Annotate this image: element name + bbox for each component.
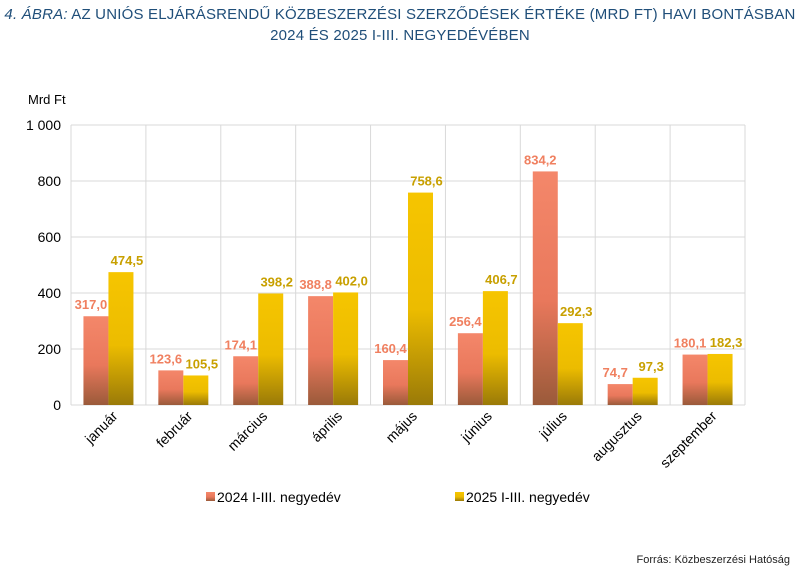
chart-subtitle: 2024 ÉS 2025 I-III. NEGYEDÉVÉBEN — [270, 27, 530, 44]
data-labels: 317,0 474,5 123,6 105,5 174,1 398,2 388,8 402,0… — [75, 152, 743, 380]
y-tick-label: 600 — [38, 229, 62, 245]
data-label: 834,2 — [524, 152, 557, 167]
legend-swatch-2024 — [206, 492, 215, 501]
bar-2024 — [457, 333, 483, 405]
data-label: 402,0 — [335, 273, 368, 288]
bar-2025 — [632, 377, 658, 405]
data-label: 182,3 — [710, 335, 743, 350]
bar-2025 — [183, 375, 209, 405]
data-label: 317,0 — [75, 297, 108, 312]
bar-2024 — [83, 316, 109, 405]
data-label: 398,2 — [260, 275, 293, 290]
x-tick-label: augusztus — [588, 408, 644, 464]
x-tick-label: április — [308, 408, 345, 445]
legend: 2024 I-III. negyedév 2025 I-III. negyedév — [206, 489, 590, 505]
data-label: 174,1 — [224, 337, 257, 352]
legend-label: 2025 I-III. negyedév — [466, 489, 590, 505]
data-label: 388,8 — [299, 277, 332, 292]
data-label: 292,3 — [560, 304, 593, 319]
data-label: 74,7 — [603, 365, 628, 380]
data-label: 105,5 — [186, 356, 219, 371]
bar-2025 — [258, 293, 284, 405]
x-axis-ticks: január február március április május június jú… — [81, 408, 720, 471]
bar-2024 — [607, 384, 633, 405]
bar-2025 — [557, 323, 583, 405]
bar-2025 — [482, 291, 508, 405]
bars — [83, 171, 733, 405]
figure-number: 4. ÁBRA: — [4, 6, 68, 23]
bar-2024 — [682, 354, 708, 405]
x-tick-label: június — [457, 408, 495, 446]
x-tick-label: február — [153, 408, 196, 451]
y-tick-label: 1 000 — [26, 117, 61, 133]
source-note: Forrás: Közbeszerzési Hatóság — [636, 554, 790, 566]
bar-2025 — [408, 192, 433, 405]
x-tick-label: január — [81, 408, 121, 448]
bar-2024 — [532, 171, 558, 405]
y-axis-label: Mrd Ft — [28, 92, 66, 107]
y-axis-ticks: 0 200 400 600 800 1 000 Mrd Ft — [26, 92, 66, 413]
x-tick-label: július — [535, 408, 570, 443]
data-label: 758,6 — [410, 174, 443, 189]
y-tick-label: 400 — [38, 285, 62, 301]
x-tick-label: szeptember — [657, 408, 720, 471]
y-tick-label: 200 — [38, 341, 62, 357]
data-label: 160,4 — [374, 341, 407, 356]
bar-2024 — [233, 356, 259, 405]
bar-2024 — [158, 370, 184, 405]
bar-2025 — [108, 272, 134, 405]
data-label: 180,1 — [674, 336, 707, 351]
chart-title: AZ UNIÓS ELJÁRÁSRENDŰ KÖZBESZERZÉSI SZER… — [71, 6, 796, 23]
bar-2025 — [707, 353, 733, 405]
bar-2024 — [383, 360, 408, 405]
bar-2025 — [333, 292, 359, 405]
chart-title-line-1: 4. ÁBRA: AZ UNIÓS ELJÁRÁSRENDŰ KÖZBESZER… — [0, 6, 800, 23]
y-tick-label: 0 — [53, 397, 61, 413]
data-label: 123,6 — [150, 351, 183, 366]
legend-swatch-2025 — [455, 492, 464, 501]
data-label: 406,7 — [485, 272, 518, 287]
data-label: 474,5 — [111, 253, 144, 268]
x-tick-label: március — [224, 408, 270, 454]
x-tick-label: május — [382, 408, 420, 446]
data-label: 256,4 — [449, 314, 482, 329]
data-label: 97,3 — [639, 359, 664, 374]
legend-label: 2024 I-III. negyedév — [217, 489, 341, 505]
bar-2024 — [308, 296, 334, 405]
y-tick-label: 800 — [38, 173, 62, 189]
